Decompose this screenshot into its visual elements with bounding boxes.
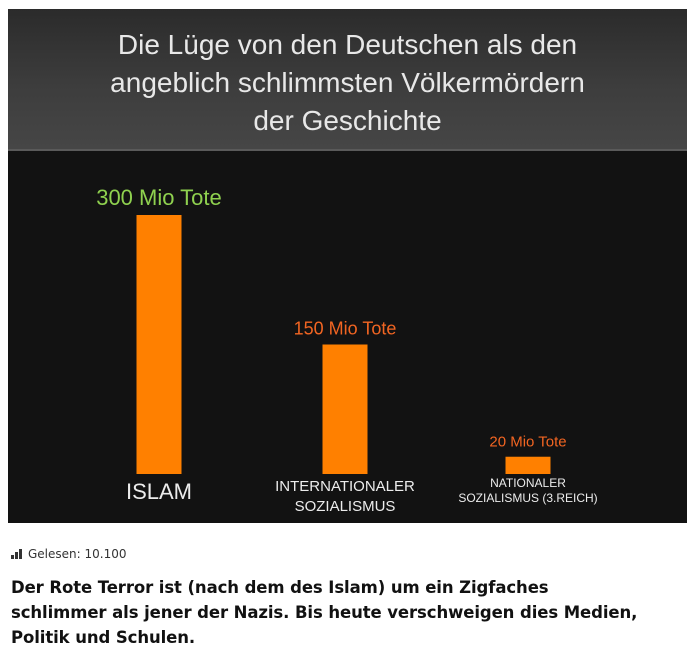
category-label-2-line-1: INTERNATIONALER <box>275 478 415 495</box>
caption-line-2: schlimmer als jener der Nazis. Bis heute… <box>11 603 638 622</box>
chart-title-line-2: angeblich schlimmsten Völkermördern <box>110 67 585 98</box>
bar-3 <box>505 456 551 474</box>
slide-header: Die Lüge von den Deutschen als den angeb… <box>8 9 687 149</box>
category-label-3-line-1: NATIONALER <box>490 476 566 490</box>
bar-chart: 300 Mio Tote ISLAM 150 Mio Tote INTERNATION… <box>96 185 597 515</box>
read-count: Gelesen: 10.100 <box>11 547 126 561</box>
value-label-1: 300 Mio Tote <box>96 185 222 210</box>
header-divider <box>8 149 687 151</box>
chart-title-line-1: Die Lüge von den Deutschen als den <box>117 29 578 60</box>
bar-2 <box>322 344 368 474</box>
category-label-2-line-2: SOZIALISMUS <box>295 498 396 515</box>
category-label-3-line-2: SOZIALISMUS (3.REICH) <box>458 491 597 505</box>
caption-line-3: Politik und Schulen. <box>11 628 196 647</box>
value-label-3: 20 Mio Tote <box>489 434 566 451</box>
chart-title-line-3: der Geschichte <box>253 105 442 136</box>
value-label-2: 150 Mio Tote <box>294 319 397 339</box>
signal-bars-icon <box>11 549 22 559</box>
chart-slide: Die Lüge von den Deutschen als den angeb… <box>8 9 687 523</box>
article-caption: Der Rote Terror ist (nach dem des Islam)… <box>11 575 687 650</box>
category-label-1-line-1: ISLAM <box>126 479 192 504</box>
read-count-label: Gelesen: 10.100 <box>28 547 127 561</box>
caption-line-1: Der Rote Terror ist (nach dem des Islam)… <box>11 578 549 597</box>
bar-1 <box>136 215 182 474</box>
